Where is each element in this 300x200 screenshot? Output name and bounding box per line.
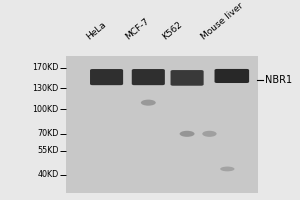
- FancyBboxPatch shape: [90, 69, 123, 85]
- FancyBboxPatch shape: [214, 69, 249, 83]
- Ellipse shape: [220, 167, 235, 171]
- Text: Mouse liver: Mouse liver: [199, 1, 245, 41]
- Ellipse shape: [202, 131, 217, 137]
- FancyBboxPatch shape: [132, 69, 165, 85]
- FancyBboxPatch shape: [170, 70, 204, 86]
- Ellipse shape: [141, 100, 156, 106]
- Text: 170KD: 170KD: [32, 63, 59, 72]
- Text: MCF-7: MCF-7: [123, 16, 151, 41]
- Text: NBR1: NBR1: [265, 75, 292, 85]
- Text: 130KD: 130KD: [33, 84, 59, 93]
- Ellipse shape: [180, 131, 194, 137]
- Text: K562: K562: [160, 19, 184, 41]
- Text: 40KD: 40KD: [38, 170, 59, 179]
- Text: 100KD: 100KD: [33, 105, 59, 114]
- Bar: [66, 56, 258, 193]
- Text: 70KD: 70KD: [38, 129, 59, 138]
- Text: 55KD: 55KD: [37, 146, 59, 155]
- Text: HeLa: HeLa: [84, 20, 108, 41]
